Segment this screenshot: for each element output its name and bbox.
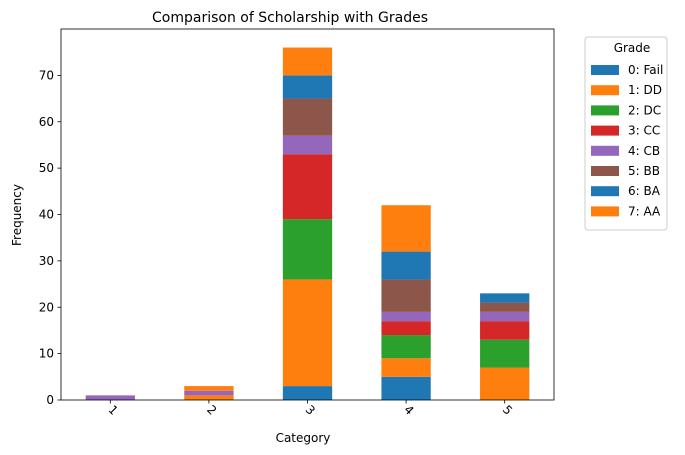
bar-segment (480, 367, 530, 400)
bar-segment (184, 395, 234, 400)
bar-segment (480, 321, 530, 340)
legend-label: 7: AA (628, 204, 661, 218)
bar-segment (282, 98, 333, 136)
legend-label: 4: CB (628, 144, 660, 158)
bar-segment (381, 376, 431, 400)
bar-segment (480, 311, 530, 322)
legend-swatch (591, 65, 619, 75)
bar-segment (184, 386, 234, 391)
bar-segment (184, 390, 234, 396)
y-tick-label: 0 (46, 393, 54, 407)
legend-label: 5: BB (628, 164, 660, 178)
x-axis-title: Category (276, 431, 331, 445)
y-tick-label: 20 (39, 300, 54, 314)
bar-segment (282, 386, 333, 400)
legend-swatch (591, 85, 619, 96)
bar-segment (282, 154, 333, 220)
bar-segment (85, 395, 135, 400)
chart-title: Comparison of Scholarship with Grades (152, 10, 428, 26)
legend-swatch (591, 145, 619, 156)
x-tick-label: 4 (401, 403, 416, 418)
bar-segment (381, 279, 431, 312)
y-tick-label: 70 (39, 68, 54, 82)
legend-swatch (591, 186, 619, 197)
bar-segment (381, 205, 431, 252)
y-tick-label: 40 (39, 208, 54, 222)
legend-swatch (591, 206, 619, 217)
bar-segment (381, 335, 431, 359)
x-tick-label: 5 (500, 403, 515, 418)
y-tick-label: 60 (39, 115, 54, 129)
legend-label: 2: DC (628, 103, 661, 117)
bar-segment (282, 279, 333, 387)
bar-segment (381, 358, 431, 377)
bar-segment (282, 47, 333, 76)
legend-title: Grade (614, 41, 651, 55)
x-tick-label: 1 (105, 403, 120, 418)
legend-label: 0: Fail (628, 63, 663, 77)
bar-segment (381, 321, 431, 336)
y-tick-label: 30 (39, 254, 54, 268)
legend-swatch (591, 105, 619, 116)
plot-area: 0 10 20 30 40 50 60 70 1 2 3 4 5 (39, 28, 555, 418)
legend-label: 3: CC (628, 124, 660, 138)
legend-label: 1: DD (628, 83, 662, 97)
bar-segment (282, 135, 333, 155)
bar-segment (480, 302, 530, 312)
x-tick-label: 3 (303, 403, 318, 418)
y-tick-label: 50 (39, 161, 54, 175)
y-axis-title: Frequency (10, 184, 24, 246)
bar-segment (381, 251, 431, 280)
legend-swatch (591, 166, 619, 176)
legend: Grade 0: Fail 1: DD 2: DC 3: CC 4: CB 5: BB 6:… (584, 36, 668, 231)
bar-segment (282, 219, 333, 280)
x-tick-label: 2 (204, 403, 219, 418)
bar-segment (381, 311, 431, 322)
bar-segment (480, 339, 530, 368)
bar-segment (480, 293, 530, 303)
legend-label: 6: BA (628, 184, 661, 198)
y-tick-label: 10 (39, 347, 54, 361)
legend-swatch (591, 125, 619, 136)
bar-segment (282, 75, 333, 99)
